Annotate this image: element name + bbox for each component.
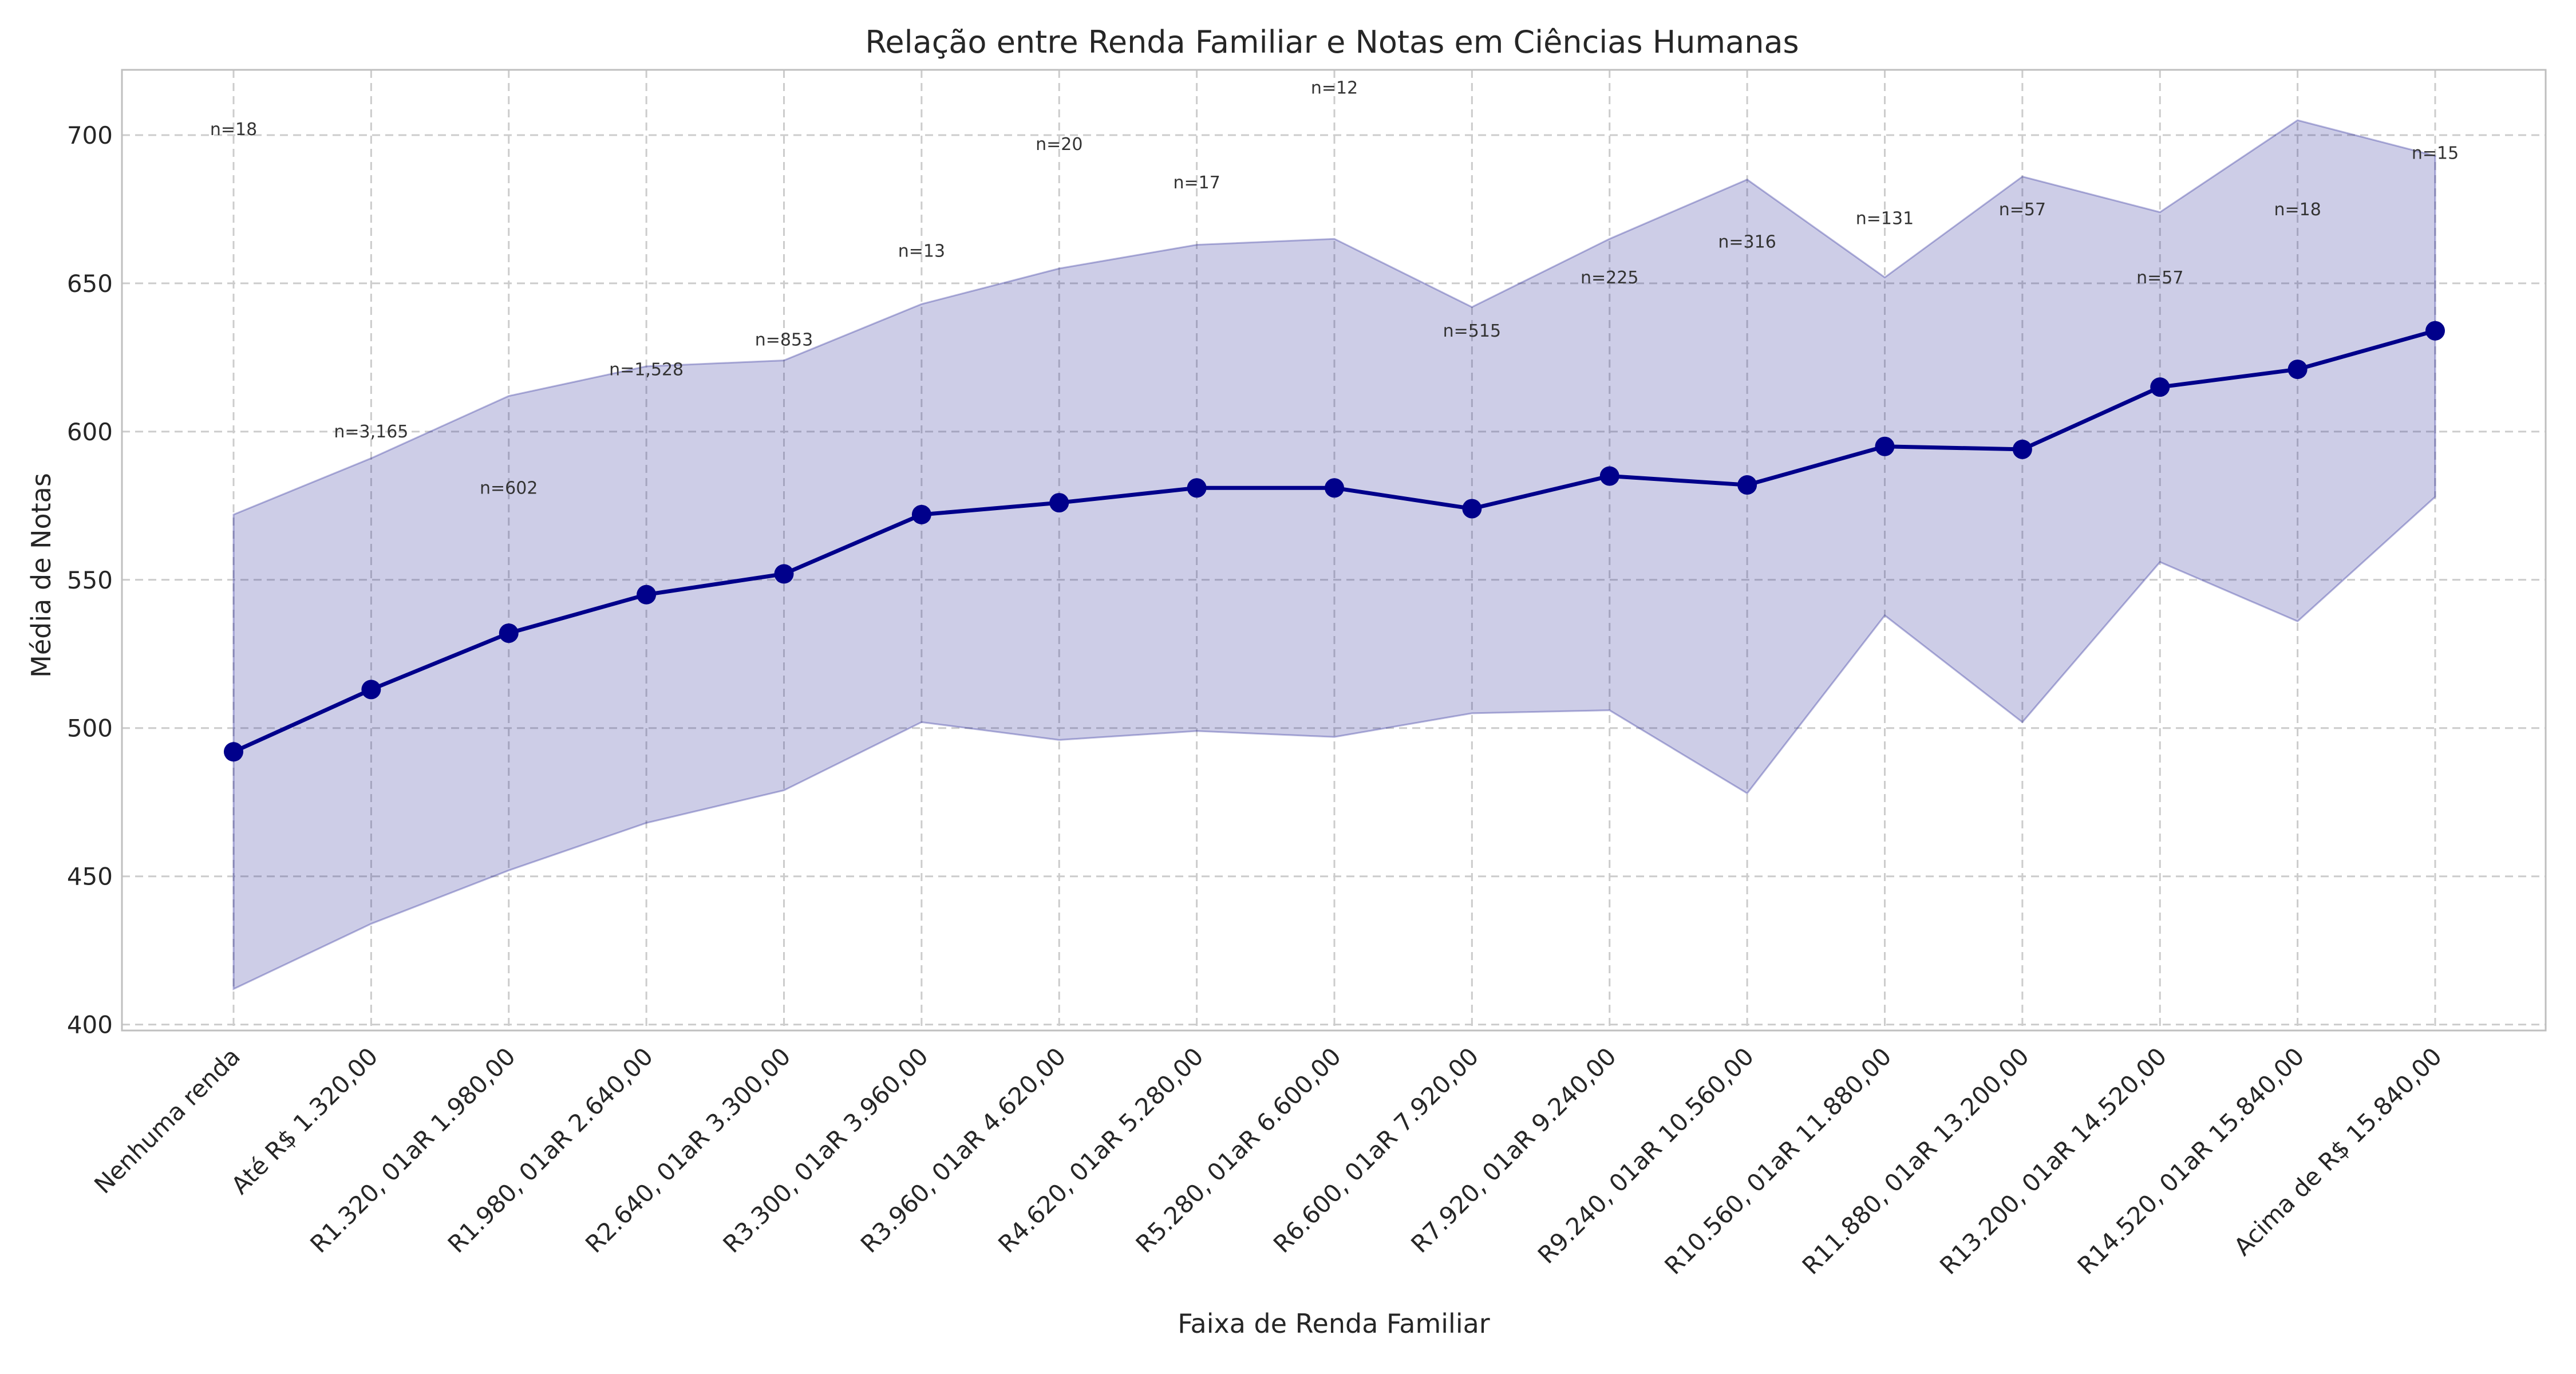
mean-point-3 [637, 585, 657, 605]
x-tick-label-14: R13.200, 01aR 14.520,00 [1934, 1042, 2172, 1280]
x-tick-label-15: R14.520, 01aR 15.840,00 [2072, 1042, 2309, 1280]
grid [122, 70, 2546, 1030]
sample-size-label-10: n=225 [1581, 268, 1638, 288]
mean-point-8 [1325, 478, 1344, 498]
sample-size-label-12: n=131 [1856, 208, 1914, 228]
sample-size-label-6: n=20 [1036, 135, 1082, 155]
sample-size-label-15: n=18 [2274, 200, 2321, 220]
sample-size-label-5: n=13 [898, 241, 945, 261]
x-axis-label: Faixa de Renda Familiar [1178, 1308, 1490, 1339]
sample-size-label-8: n=12 [1311, 78, 1358, 98]
sample-size-label-7: n=17 [1173, 173, 1220, 193]
sample-size-label-16: n=15 [2412, 143, 2459, 163]
sample-size-labels: n=18 n=3,165 n=602 n=1,528 n=853 n=13 n=20 n=17… [210, 78, 2459, 498]
mean-point-1 [361, 680, 381, 700]
y-axis-ticks: 400 450 500 550 600 650 700 [67, 121, 113, 1039]
chart-title: Relação entre Renda Familiar e Notas em … [865, 24, 1799, 60]
y-tick-label-3: 550 [67, 566, 113, 594]
x-tick-label-13: R11.880, 01aR 13.200,00 [1797, 1042, 2034, 1280]
mean-points [224, 321, 2445, 762]
mean-point-13 [2012, 439, 2032, 459]
mean-point-10 [1599, 466, 1619, 486]
mean-point-14 [2150, 377, 2170, 397]
x-tick-label-11: R9.240, 01aR 10.560,00 [1532, 1042, 1759, 1269]
y-axis-label: Média de Notas [26, 473, 57, 678]
sample-size-label-3: n=1,528 [609, 360, 683, 380]
mean-point-2 [499, 623, 519, 643]
sample-size-label-2: n=602 [480, 479, 538, 499]
mean-point-9 [1462, 499, 1482, 519]
sample-size-label-13: n=57 [1999, 200, 2046, 220]
mean-point-16 [2425, 321, 2445, 341]
mean-point-12 [1875, 436, 1895, 456]
mean-point-0 [224, 742, 243, 762]
sample-size-label-0: n=18 [210, 120, 257, 140]
y-tick-label-4: 600 [67, 418, 113, 446]
sample-size-label-1: n=3,165 [334, 422, 408, 442]
x-tick-label-12: R10.560, 01aR 11.880,00 [1659, 1042, 1897, 1280]
y-tick-label-6: 700 [67, 121, 113, 149]
y-tick-label-2: 500 [67, 714, 113, 743]
y-tick-label-0: 400 [67, 1011, 113, 1039]
x-tick-label-0: Nenhuma renda [89, 1042, 246, 1199]
sample-size-label-14: n=57 [2136, 268, 2183, 288]
mean-point-6 [1049, 493, 1069, 513]
mean-point-11 [1737, 475, 1757, 495]
sample-size-label-11: n=316 [1718, 232, 1776, 252]
mean-point-15 [2287, 360, 2308, 380]
sample-size-label-4: n=853 [755, 330, 813, 350]
y-tick-label-5: 650 [67, 270, 113, 298]
y-tick-label-1: 450 [67, 863, 113, 891]
sample-size-label-9: n=515 [1443, 321, 1501, 341]
x-tick-label-1: Até R$ 1.320,00 [226, 1042, 383, 1199]
std-band [232, 119, 2436, 990]
plot-frame [121, 69, 2547, 1032]
mean-point-5 [911, 504, 931, 524]
mean-point-7 [1187, 478, 1207, 498]
mean-point-4 [774, 564, 794, 584]
